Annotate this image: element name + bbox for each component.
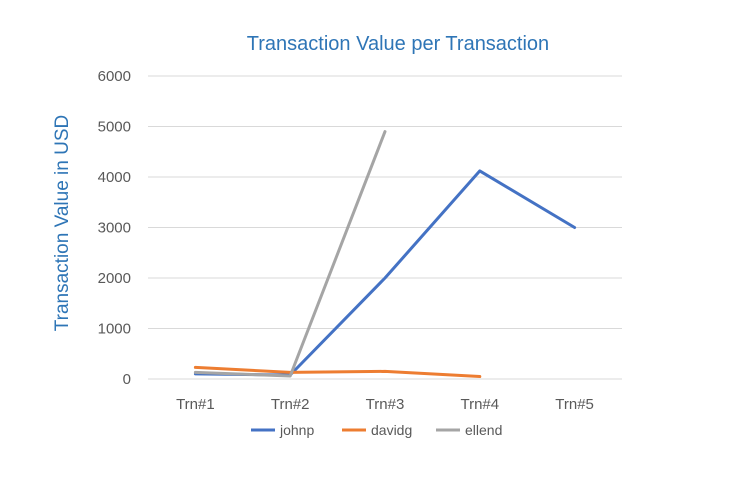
- y-tick-label: 5000: [98, 119, 131, 136]
- legend-label-davidg: davidg: [371, 422, 412, 438]
- x-tick-label: Trn#4: [460, 396, 499, 413]
- x-tick-label: Trn#3: [366, 396, 405, 413]
- chart-title: Transaction Value per Transaction: [247, 33, 549, 55]
- y-tick-label: 6000: [98, 68, 131, 85]
- y-tick-label: 4000: [98, 169, 131, 186]
- legend: johnp davidg ellend: [251, 422, 502, 438]
- y-axis-label: Transaction Value in USD: [52, 115, 73, 332]
- x-tick-label: Trn#1: [176, 396, 215, 413]
- y-tick-label: 0: [123, 371, 131, 388]
- x-tick-labels: Trn#1 Trn#2 Trn#3 Trn#4 Trn#5: [176, 396, 594, 413]
- series-line-ellend: [193, 130, 387, 378]
- legend-label-ellend: ellend: [465, 422, 502, 438]
- y-tick-label: 1000: [98, 321, 131, 338]
- legend-label-johnp: johnp: [279, 422, 314, 438]
- y-tick-label: 2000: [98, 270, 131, 287]
- series-line-johnp: [193, 169, 577, 377]
- series-line-davidg: [193, 365, 482, 378]
- gridlines: [148, 75, 622, 380]
- y-tick-label: 3000: [98, 220, 131, 237]
- series-lines: [193, 130, 577, 378]
- y-tick-labels: 0 1000 2000 3000 4000 5000 6000: [98, 68, 131, 388]
- x-tick-label: Trn#5: [555, 396, 594, 413]
- x-tick-label: Trn#2: [271, 396, 310, 413]
